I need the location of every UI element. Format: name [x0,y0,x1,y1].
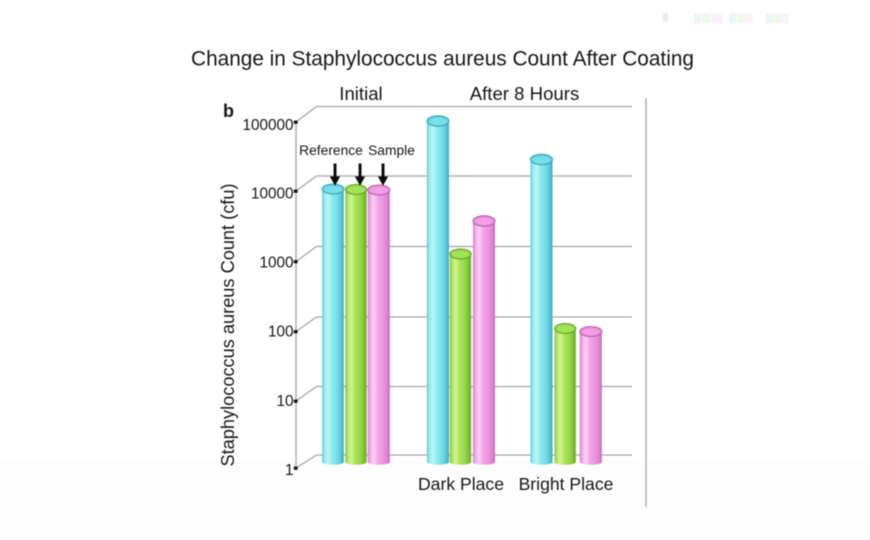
svg-text:1: 1 [285,462,294,479]
svg-text:10000: 10000 [251,185,294,202]
svg-text:1000: 1000 [259,254,293,271]
svg-text:Sample: Sample [368,143,415,158]
svg-text:Reference: Reference [299,143,363,158]
svg-text:After 8 Hours: After 8 Hours [470,83,580,104]
svg-text:Staphylococcus aureus Count (c: Staphylococcus aureus Count (cfu) [218,183,238,466]
svg-text:Bright Place: Bright Place [519,474,614,494]
svg-text:100000: 100000 [242,117,293,134]
svg-text:Dark Place: Dark Place [418,474,504,494]
svg-text:100: 100 [268,323,294,340]
svg-text:Initial: Initial [339,83,382,104]
svg-text:b: b [223,101,234,121]
svg-text:10: 10 [276,393,293,410]
svg-text:Change in Staphylococcus aureu: Change in Staphylococcus aureus Count Af… [191,48,694,71]
